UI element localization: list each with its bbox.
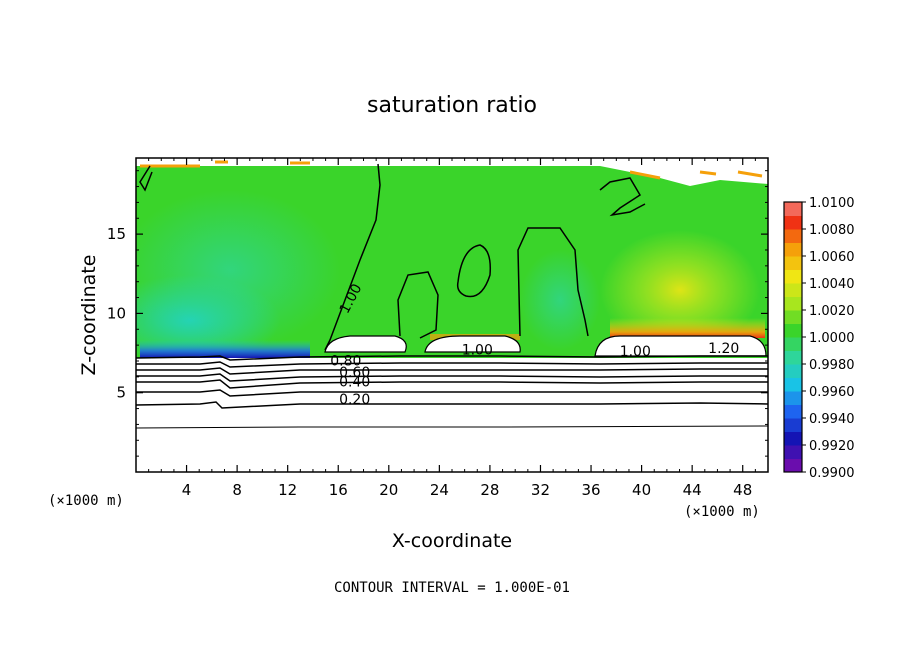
contour-line-0-60 [136,367,768,375]
x-tick-label: 24 [430,481,449,499]
colorbar-tick-label: 0.9920 [809,439,855,454]
contour-label: 0.60 [339,365,370,381]
colorbar-swatch [784,269,802,284]
colorbar-swatch [784,229,802,243]
colorbar-swatch [784,391,802,405]
field-teal-left [136,190,340,350]
x-tick-label: 4 [182,481,192,499]
colorbar-tick-label: 0.9960 [809,385,855,400]
colorbar-swatch [784,242,802,257]
colorbar-swatch [784,283,802,297]
colorbar-swatch [784,418,802,432]
y-axis-label: Z-coordinate [78,255,100,376]
x-tick-label: 48 [733,481,752,499]
contour-lines [136,163,768,429]
x-unit-label-right: (×1000 m) [684,504,760,520]
colorbar-swatch [784,445,802,459]
contour-label: 1.00 [462,343,493,359]
cloud-blob-2 [424,335,521,353]
y-tick-label: 15 [107,225,126,243]
x-tick-label: 20 [379,481,398,499]
saturation-field [136,158,768,472]
colorbar-swatch [784,350,802,365]
colorbar-swatch [784,337,802,351]
colorbar-tick-label: 0.9940 [809,412,855,427]
y-axis-ticks: 5 10 15 [107,170,768,457]
cloud-blob-3 [594,335,767,357]
contour-line-0-30 [136,389,768,397]
colorbar-swatch [784,296,802,311]
colorbar-swatch [784,404,802,419]
contour-line-0-20 [136,401,768,409]
contour-label: 0.20 [339,392,370,408]
contour-line-1-00-bubble-a [397,271,439,339]
colorbar-swatch [784,215,802,230]
field-top-white [136,158,768,166]
colorbar-swatch [784,202,802,216]
x-tick-label: 36 [581,481,600,499]
contour-line-0-70 [136,361,768,368]
field-orange-band [610,318,765,338]
colorbar-tick-label: 0.9900 [809,466,855,481]
colorbar-tick-label: 1.0100 [809,196,855,211]
x-tick-label: 8 [232,481,242,499]
contour-label: 1.00 [620,344,651,360]
contour-line-1-00-bubble-c [517,227,589,337]
contour-line-1-00-left [139,163,381,351]
x-tick-label: 16 [329,481,348,499]
colorbar-swatch [784,323,802,338]
contour-line-0-40 [136,379,768,389]
contour-line-0-80 [136,355,768,361]
colorbar-tick-label: 1.0040 [809,277,855,292]
x-tick-label: 40 [632,481,651,499]
colorbar: 0.9900 0.9920 0.9940 0.9960 0.9980 1.0000 1.00… [783,196,855,481]
chart-title: saturation ratio [367,93,537,118]
contour-interval-note: CONTOUR INTERVAL = 1.000E-01 [334,580,570,596]
contour-line-1-00-top-right [599,177,646,217]
colorbar-swatch [784,458,802,473]
colorbar-tick-label: 1.0000 [809,331,855,346]
contour-line-1-00-bubble-b [456,244,492,298]
x-tick-label: 44 [683,481,702,499]
colorbar-swatch [784,310,802,324]
x-tick-label: 12 [278,481,297,499]
field-blue-band [140,340,310,358]
colorbar-swatch [784,364,802,378]
colorbar-swatch [784,377,802,392]
colorbar-tick-label: 1.0080 [809,223,855,238]
contour-label: 0.40 [339,374,370,390]
y-tick-label: 10 [107,304,126,322]
x-unit-label-left: (×1000 m) [48,493,124,509]
contour-line-0-10 [136,425,768,429]
colorbar-tick-label: 1.0060 [809,250,855,265]
colorbar-swatch [784,256,802,270]
contour-label: 1.20 [708,341,739,357]
x-axis-ticks: 4 8 12 16 20 24 28 32 36 40 44 48 [148,158,756,499]
colorbar-tick-label: 1.0020 [809,304,855,319]
colorbar-swatch [784,431,802,446]
x-axis-label: X-coordinate [392,530,512,552]
contour-line-0-50 [136,373,768,382]
cloud-blob-1 [324,335,407,353]
colorbar-tick-label: 0.9980 [809,358,855,373]
x-tick-label: 32 [531,481,550,499]
x-tick-label: 28 [480,481,499,499]
contour-label: 0.80 [330,354,361,370]
field-teal-mid [520,250,600,350]
y-tick-label: 5 [116,384,126,402]
contour-labels: 1.000.800.600.400.201.00 1.00 1.20 [330,281,739,407]
field-top-edge-orange [140,160,763,180]
field-lower-white [136,358,768,472]
